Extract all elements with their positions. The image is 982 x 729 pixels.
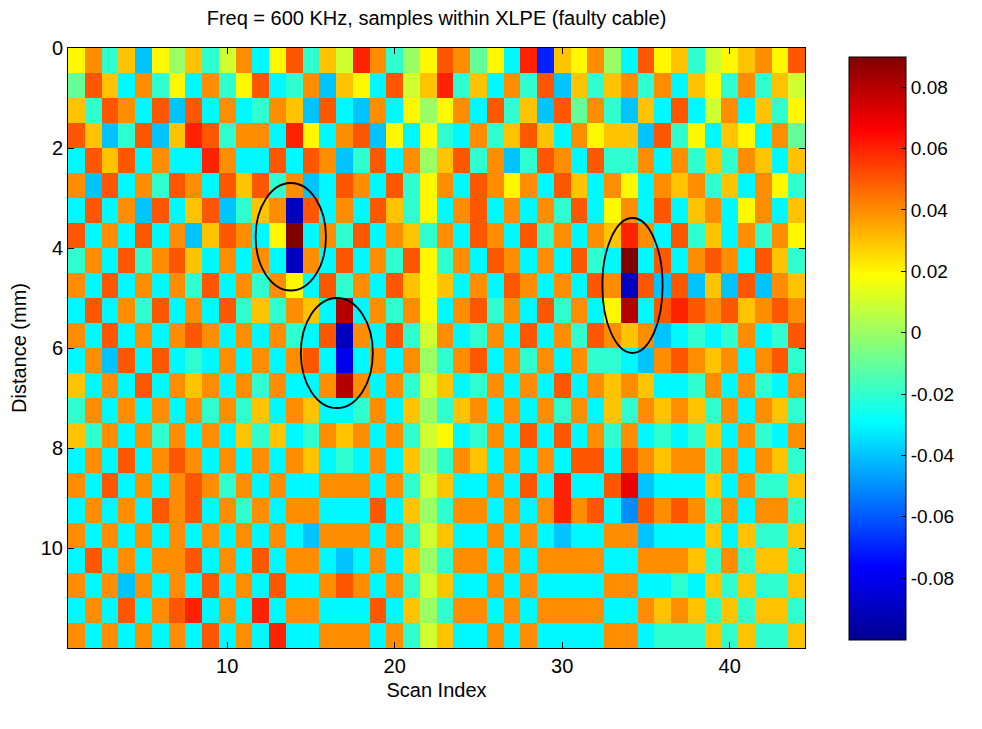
svg-text:2: 2 [52, 137, 63, 159]
svg-text:-0.06: -0.06 [911, 506, 954, 527]
svg-text:0.04: 0.04 [911, 200, 948, 221]
svg-text:30: 30 [551, 655, 573, 677]
svg-text:8: 8 [52, 437, 63, 459]
svg-text:0: 0 [911, 322, 922, 343]
svg-text:Freq = 600 KHz, samples within: Freq = 600 KHz, samples within XLPE (fau… [207, 7, 667, 29]
svg-text:0.08: 0.08 [911, 77, 948, 98]
svg-text:10: 10 [41, 537, 63, 559]
svg-text:40: 40 [719, 655, 741, 677]
svg-text:0.02: 0.02 [911, 261, 948, 282]
svg-text:10: 10 [216, 655, 238, 677]
svg-text:-0.08: -0.08 [911, 568, 954, 589]
svg-text:4: 4 [52, 237, 63, 259]
svg-text:Distance (mm): Distance (mm) [8, 283, 30, 413]
svg-text:0: 0 [52, 37, 63, 59]
svg-text:-0.04: -0.04 [911, 445, 955, 466]
svg-text:6: 6 [52, 337, 63, 359]
svg-text:-0.02: -0.02 [911, 384, 954, 405]
svg-text:0.06: 0.06 [911, 138, 948, 159]
svg-text:20: 20 [384, 655, 406, 677]
svg-text:Scan Index: Scan Index [386, 679, 486, 701]
